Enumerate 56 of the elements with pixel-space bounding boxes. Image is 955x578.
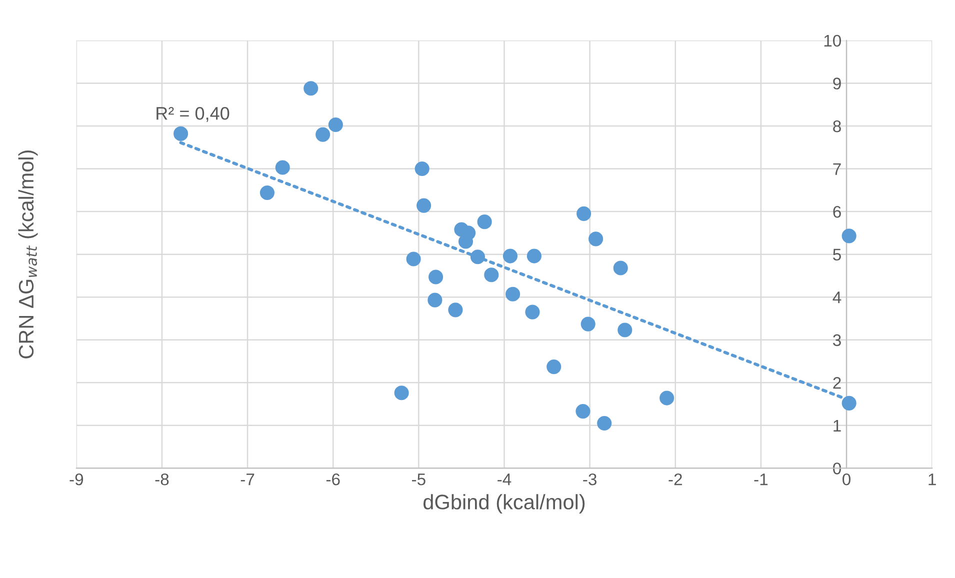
point (660, 390, 674, 406)
x-tick-label: -3 (583, 473, 596, 486)
y-tick-label: 4 (832, 292, 842, 304)
x-tick-label: -8 (155, 473, 169, 486)
point (470, 250, 485, 264)
point (546, 360, 562, 374)
point (174, 126, 188, 141)
point (588, 232, 604, 246)
point (304, 81, 318, 96)
x-tick-label: 1 (928, 474, 936, 486)
point (613, 260, 628, 276)
point (580, 316, 596, 332)
x-tick-label: -2 (668, 473, 682, 486)
point (428, 292, 442, 308)
point (406, 252, 421, 266)
y-tick-label: 5 (833, 248, 841, 261)
point (328, 117, 343, 132)
point (414, 161, 430, 176)
point (477, 214, 492, 230)
point (484, 268, 499, 282)
y-tick-label: 9 (833, 78, 841, 90)
point (316, 127, 330, 142)
x-tick-label: -4 (498, 474, 512, 486)
x-tick-label: -7 (240, 474, 254, 486)
x-tick-label: -9 (70, 473, 84, 486)
y-tick-label: 6 (833, 206, 841, 218)
point (576, 404, 590, 419)
point (260, 185, 274, 200)
annotation: R² = 0,40 (156, 106, 230, 122)
point (526, 248, 542, 264)
y-tick-label: 7 (833, 163, 841, 175)
point (428, 270, 444, 284)
point (394, 386, 409, 400)
x-tick-label: -6 (326, 473, 340, 486)
point (525, 304, 540, 320)
y-tick-label: 2 (833, 377, 841, 389)
point (597, 416, 612, 431)
y-tick-label: 3 (833, 334, 841, 346)
x-axis-title: dGbind (kcal/mol) (423, 494, 585, 514)
point (618, 322, 632, 338)
point (842, 228, 856, 244)
x-tick-label: 0 (842, 473, 850, 486)
x-tick-label: -1 (754, 474, 768, 486)
y-tick-label: 0 (833, 462, 841, 474)
point (275, 160, 290, 175)
y-tick-label: 10 (824, 34, 841, 47)
point (842, 396, 856, 410)
point (502, 248, 518, 264)
y-tick-label: 8 (833, 120, 841, 132)
point (506, 286, 520, 302)
point (448, 302, 463, 318)
point (576, 206, 592, 221)
y-axis-title: CRN ΔG$_{watt}$ (kcal/mol) (18, 150, 38, 358)
point (416, 198, 432, 213)
x-tick-label: -5 (412, 474, 426, 486)
y-tick-label: 1 (834, 420, 841, 432)
